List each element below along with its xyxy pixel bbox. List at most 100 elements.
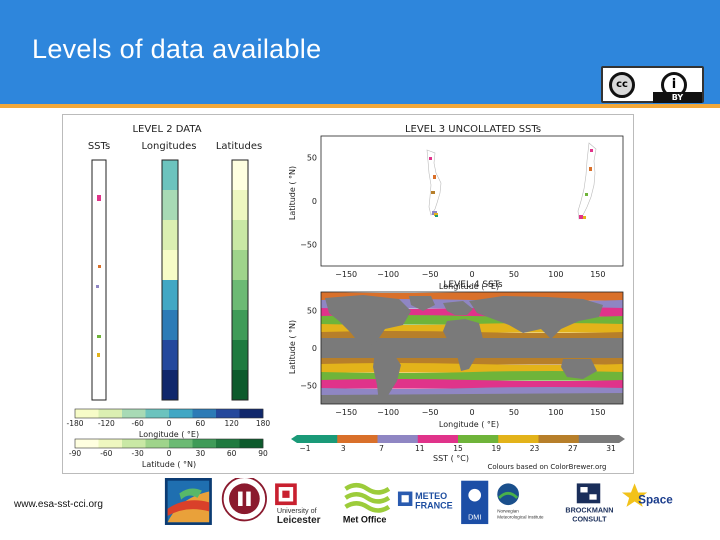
colorbar-tick-label: -180 xyxy=(66,419,83,428)
level3-x-ticks: −150 −100 −50 0 50 100 150 xyxy=(335,270,605,279)
colorbar-segment xyxy=(192,409,217,418)
longitude-swath-band xyxy=(162,310,178,341)
sst-colorbar-segment xyxy=(377,435,419,443)
latitude-swath-band xyxy=(232,370,248,386)
colorbar-tick-label: 0 xyxy=(167,419,172,428)
level2-title: LEVEL 2 DATA xyxy=(132,124,201,135)
map-x-tick-label: 50 xyxy=(509,270,519,279)
brockmann-line1: BROCKMANN xyxy=(565,505,613,514)
level4-y-ticks: 50 0 −50 xyxy=(300,307,317,391)
level4-sst-map xyxy=(321,292,623,404)
colorbar-frame xyxy=(74,408,264,419)
map-x-tick-label: −100 xyxy=(377,408,399,417)
colorbar-segment xyxy=(75,409,99,418)
map-x-tick-label: −150 xyxy=(335,270,357,279)
level4-xlabel: Longitude ( °E) xyxy=(439,420,499,429)
longitude-swath-band xyxy=(162,220,178,251)
level2-col-ssts: SSTs xyxy=(88,141,110,152)
edinburgh-crest-logo xyxy=(221,478,267,522)
level2-sst-points xyxy=(96,195,101,357)
sst-colorbar-segment xyxy=(498,435,539,443)
sst-colorbar-tick-label: 27 xyxy=(568,444,578,453)
latitude-swath-band xyxy=(232,250,248,266)
latitude-swath-band xyxy=(232,310,248,326)
map-x-tick-label: 100 xyxy=(548,270,563,279)
by-label: BY xyxy=(653,92,702,103)
cc-by-license-badge[interactable]: cc i BY xyxy=(601,66,704,103)
level2-col-longitudes: Longitudes xyxy=(142,141,197,152)
sst-colorbar-low-arrow xyxy=(291,435,297,443)
latitude-swath-band xyxy=(232,175,248,191)
dmi-logo: DMI xyxy=(461,480,489,525)
space-connexions-logo: Space xyxy=(621,483,673,507)
latitude-swath-band xyxy=(232,385,248,401)
meteofrance-line1: METEO xyxy=(415,491,447,501)
level2-latitude-swath-frame xyxy=(231,159,249,401)
slide-title: Levels of data available xyxy=(32,34,322,64)
sst-colorbar-tick-label: 31 xyxy=(606,444,616,453)
sst-colorbar-segment xyxy=(538,435,580,443)
colorbar-tick-label: 30 xyxy=(196,449,206,458)
sst-colorbar-segment xyxy=(578,435,620,443)
colorbar-segment xyxy=(98,409,123,418)
sst-colorbar-tick-label: −1 xyxy=(299,444,310,453)
space-label: Space xyxy=(638,493,673,506)
map-x-tick-label: −100 xyxy=(377,270,399,279)
sst-colorbar-tick-label: 3 xyxy=(341,444,346,453)
longitude-colorbar-label: Longitude ( °E) xyxy=(139,430,199,439)
esa-cci-logo xyxy=(164,478,212,525)
longitude-swath-band xyxy=(162,190,178,221)
map-x-tick-label: −50 xyxy=(422,408,439,417)
longitude-colorbar-ticks: -180 -120 -60 0 60 120 180 xyxy=(66,419,270,428)
brockmann-line2: CONSULT xyxy=(572,514,607,523)
level3-y-ticks: 50 0 −50 xyxy=(300,154,317,250)
colorbar-segment xyxy=(145,409,170,418)
cc-icon: cc xyxy=(609,72,635,98)
latitude-swath-band xyxy=(232,340,248,356)
level2-longitude-swath xyxy=(162,160,178,401)
latitude-swath-band xyxy=(232,160,248,176)
colorbar-segment xyxy=(239,439,264,448)
level3-ylabel: Latitude ( °N) xyxy=(288,166,297,220)
colorbar-segment xyxy=(216,409,240,418)
dmi-label: DMI xyxy=(468,513,481,522)
colorbar-tick-label: 120 xyxy=(225,419,240,428)
colorbar-frame xyxy=(74,438,264,449)
meteo-france-logo: METEO FRANCE xyxy=(397,491,453,511)
title-bar: Levels of data available xyxy=(0,0,720,108)
map-y-tick-label: 0 xyxy=(312,197,317,206)
latitude-swath-band xyxy=(232,280,248,296)
latitude-swath-band xyxy=(232,265,248,281)
level2-longitude-swath-frame xyxy=(161,159,179,401)
met-office-logo: Met Office xyxy=(343,482,391,524)
level4-map-frame xyxy=(320,291,624,405)
colorbar-tick-label: 60 xyxy=(196,419,206,428)
sst-colorbar-segment xyxy=(337,435,378,443)
longitude-colorbar xyxy=(74,408,264,419)
norwegian-line2: Meteorological Institute xyxy=(497,515,544,520)
latitude-colorbar xyxy=(74,438,264,449)
norwegian-met-institute-logo: Norwegian Meteorological Institute xyxy=(497,483,544,520)
longitude-swath-band xyxy=(162,340,178,371)
colorbar-tick-label: 90 xyxy=(258,449,268,458)
colorbar-tick-label: 60 xyxy=(227,449,237,458)
map-y-tick-label: 50 xyxy=(307,154,317,163)
colorbar-segment xyxy=(169,409,193,418)
latitude-swath-band xyxy=(232,205,248,221)
colorbar-segment xyxy=(98,439,123,448)
sst-colorbar-segment xyxy=(297,435,338,443)
colorbar-tick-label: -60 xyxy=(132,419,144,428)
longitude-swath-band xyxy=(162,370,178,401)
colorbar-segment xyxy=(169,439,193,448)
level3-map-frame xyxy=(320,135,624,267)
longitude-swath-band xyxy=(162,250,178,281)
level3-xlabel: Longitude ( °E) xyxy=(439,282,499,291)
sst-colorbar-tick-label: 19 xyxy=(491,444,501,453)
map-x-tick-label: 150 xyxy=(590,408,605,417)
map-x-tick-label: 50 xyxy=(509,408,519,417)
level2-col-latitudes: Latitudes xyxy=(216,141,262,152)
website-url[interactable]: www.esa-sst-cci.org xyxy=(14,499,103,510)
map-x-tick-label: 0 xyxy=(469,270,474,279)
latitude-swath-band xyxy=(232,355,248,371)
level3-title: LEVEL 3 UNCOLLATED SSTs xyxy=(405,124,541,135)
